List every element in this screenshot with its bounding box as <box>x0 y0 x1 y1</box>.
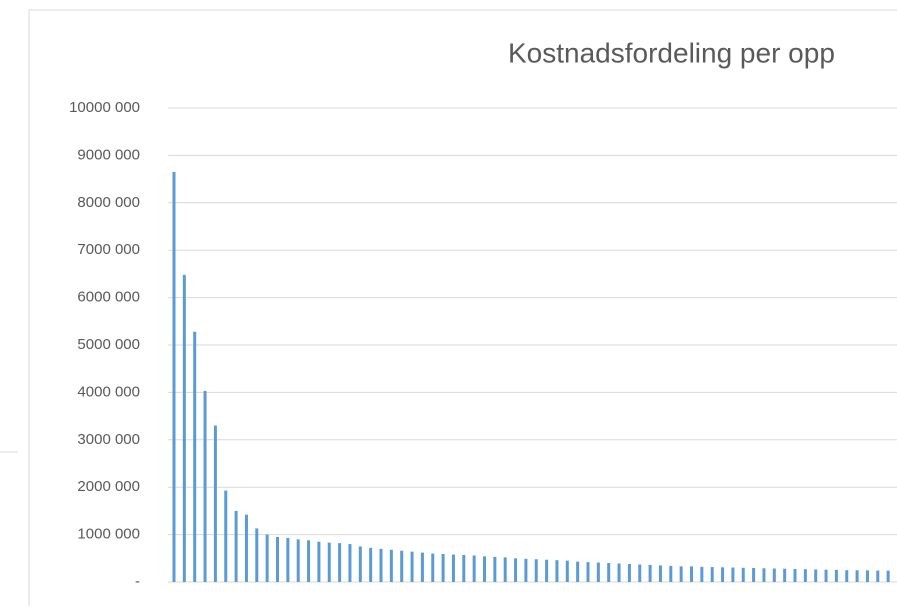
bar <box>348 544 352 582</box>
bar <box>286 537 290 582</box>
bar <box>596 562 600 582</box>
bar <box>472 555 476 582</box>
bar <box>389 549 393 582</box>
bar <box>400 550 404 582</box>
y-tick-label: 5000 000 <box>77 336 140 353</box>
y-tick-label: 1000 000 <box>77 526 140 543</box>
bar <box>276 536 279 582</box>
bar <box>327 542 331 582</box>
bar <box>358 546 362 582</box>
bar <box>369 547 373 582</box>
bar <box>441 554 445 582</box>
bars <box>172 171 890 583</box>
bar <box>244 514 248 582</box>
bar <box>845 570 849 582</box>
bar <box>493 556 497 582</box>
bar <box>679 566 683 582</box>
bar <box>731 567 735 582</box>
bar <box>462 554 466 582</box>
bar <box>710 567 714 582</box>
bar <box>803 569 807 582</box>
bar <box>814 569 818 582</box>
bar <box>203 390 207 582</box>
bar <box>565 560 569 582</box>
y-tick-label: - <box>135 573 140 590</box>
bar <box>607 563 611 582</box>
bar <box>524 558 528 582</box>
bar <box>721 567 725 582</box>
bar <box>410 551 414 582</box>
bar <box>576 561 580 582</box>
bar <box>431 553 435 582</box>
y-tick-label: 2000 000 <box>77 478 140 495</box>
bar <box>483 556 486 582</box>
bar <box>783 568 787 582</box>
bar <box>420 552 424 582</box>
y-tick-label: 4000 000 <box>77 383 140 400</box>
bar <box>379 548 383 582</box>
grid <box>168 107 897 583</box>
y-tick-label: 8000 000 <box>77 194 140 211</box>
bar <box>296 539 300 582</box>
y-tick-label: 9000 000 <box>77 146 140 163</box>
bar <box>265 534 269 582</box>
y-tick-label: 10000 000 <box>69 99 140 116</box>
bar <box>586 562 590 582</box>
bar <box>690 566 693 582</box>
bar <box>234 510 238 582</box>
bar <box>658 565 662 582</box>
bar <box>545 559 549 582</box>
bar <box>514 558 518 582</box>
bar <box>648 564 652 582</box>
bar <box>793 568 797 582</box>
bar <box>534 559 538 582</box>
bar <box>317 541 321 582</box>
bar <box>876 570 880 582</box>
bar <box>772 568 776 582</box>
bar <box>627 563 631 582</box>
y-tick-label: 6000 000 <box>77 289 140 306</box>
bar <box>503 557 507 582</box>
y-tick-label: 7000 000 <box>77 241 140 258</box>
bar <box>255 528 259 582</box>
bar <box>834 569 838 582</box>
bar <box>451 554 455 582</box>
bar <box>193 331 197 582</box>
bar <box>865 570 869 582</box>
bar <box>307 540 311 582</box>
bar <box>213 425 217 582</box>
bar <box>824 569 828 582</box>
bar <box>669 565 673 582</box>
bar <box>762 568 766 582</box>
bar <box>741 567 745 582</box>
bar <box>617 563 621 582</box>
bar <box>752 568 756 582</box>
bar <box>855 570 859 582</box>
bar <box>638 564 642 582</box>
chart-title: Kostnadsfordeling per opp <box>508 37 835 68</box>
y-tick-label: 3000 000 <box>77 431 140 448</box>
bar <box>555 560 559 582</box>
bar <box>338 543 342 582</box>
bar <box>172 171 176 583</box>
bar <box>224 490 228 582</box>
bar <box>700 566 704 582</box>
bar <box>182 274 186 582</box>
bar <box>886 570 890 582</box>
